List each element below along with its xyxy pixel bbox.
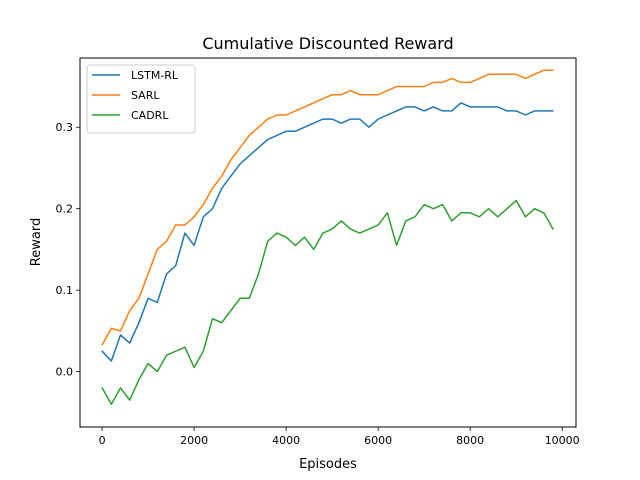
y-axis-label: Reward [29, 218, 44, 266]
legend: LSTM-RL SARL CADRL [86, 64, 196, 134]
legend-label-lstm-rl: LSTM-RL [131, 69, 179, 82]
y-tick-label: 0.2 [56, 203, 74, 216]
y-tick-label: 0.3 [56, 121, 74, 134]
legend-box [86, 64, 196, 134]
legend-label-sarl: SARL [131, 89, 160, 102]
x-tick-label: 0 [99, 434, 106, 447]
series-line-lstm-rl [101, 102, 554, 362]
series-line-sarl [101, 69, 554, 346]
x-axis-label: Episodes [299, 457, 357, 472]
plot-frame [79, 57, 577, 428]
x-tick-label: 4000 [272, 434, 300, 447]
y-axis: 0.0 0.1 0.2 0.3 [56, 121, 80, 379]
legend-label-cadrl: CADRL [131, 109, 169, 122]
x-tick-label: 2000 [180, 434, 208, 447]
y-tick-label: 0.0 [56, 366, 74, 379]
series-group [101, 69, 554, 405]
x-tick-label: 6000 [364, 434, 392, 447]
x-tick-label: 10000 [545, 434, 580, 447]
chart-title: Cumulative Discounted Reward [202, 34, 453, 53]
x-axis: 0 2000 4000 6000 8000 10000 [99, 427, 580, 447]
y-tick-label: 0.1 [56, 284, 74, 297]
series-line-cadrl [101, 199, 554, 405]
x-tick-label: 8000 [456, 434, 484, 447]
